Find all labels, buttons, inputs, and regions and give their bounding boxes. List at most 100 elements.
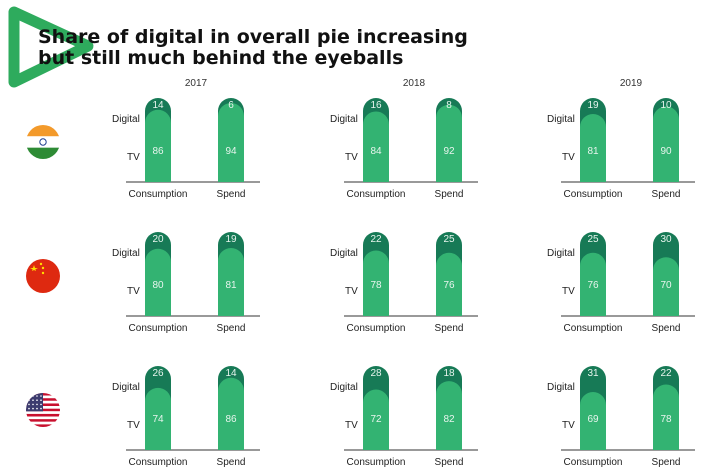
bar-tv: [653, 106, 679, 182]
data-label-tv: 78: [660, 414, 672, 425]
usa-stripe: [26, 413, 60, 417]
bar-tv: [436, 252, 462, 316]
category-label-spend: Spend: [217, 323, 246, 334]
bar-tv: [580, 113, 606, 182]
india-green-band: [26, 147, 60, 159]
usa-star: [32, 395, 34, 397]
segment-label-digital: Digital: [547, 248, 575, 259]
data-label-tv: 70: [660, 280, 672, 291]
bar-tv: [218, 103, 244, 182]
segment-label-tv: TV: [127, 286, 140, 297]
data-label-digital: 26: [152, 368, 164, 379]
year-label-2018: 2018: [403, 78, 426, 89]
usa-star: [36, 403, 38, 406]
data-label-tv: 80: [152, 280, 164, 291]
brand-logo-icon: [8, 6, 94, 88]
china-big-star: [30, 265, 38, 271]
bar-tv: [580, 252, 606, 316]
data-label-tv: 82: [443, 414, 455, 425]
bar-tv: [363, 389, 389, 450]
data-label-digital: 19: [225, 234, 237, 245]
category-label-spend: Spend: [652, 323, 681, 334]
china-red-field: [26, 259, 60, 293]
bar-tv: [145, 248, 171, 316]
data-label-digital: 28: [370, 368, 382, 379]
category-label-spend: Spend: [435, 457, 464, 468]
segment-label-digital: Digital: [547, 114, 575, 125]
category-label-consumption: Consumption: [129, 189, 188, 200]
data-label-digital: 8: [446, 100, 452, 111]
bar-tv: [580, 392, 606, 450]
usa-stripe: [26, 411, 60, 414]
china-flag-icon: [26, 259, 60, 293]
year-label-2019: 2019: [620, 78, 643, 89]
data-label-digital: 25: [587, 234, 599, 245]
segment-label-tv: TV: [345, 152, 358, 163]
china-flag-icon-body: [26, 259, 60, 293]
segment-label-tv: TV: [562, 286, 575, 297]
usa-star: [28, 399, 30, 402]
bar-tv: [145, 109, 171, 182]
usa-stripe: [26, 424, 60, 427]
usa-star: [28, 403, 30, 406]
data-label-digital: 19: [587, 100, 599, 111]
data-label-tv: 92: [443, 146, 455, 157]
china-small-star: [41, 266, 45, 270]
chart-title: Share of digital in overall pie increasi…: [38, 26, 468, 69]
data-label-tv: 81: [587, 146, 599, 157]
india-flag-icon: [26, 125, 60, 159]
segment-label-tv: TV: [345, 420, 358, 431]
segment-label-tv: TV: [127, 152, 140, 163]
category-label-consumption: Consumption: [347, 189, 406, 200]
category-label-spend: Spend: [435, 189, 464, 200]
usa-star: [40, 403, 42, 406]
category-label-consumption: Consumption: [564, 189, 623, 200]
segment-label-digital: Digital: [330, 114, 358, 125]
usa-star: [36, 407, 38, 410]
usa-stripe: [26, 416, 60, 420]
bar-tv: [436, 104, 462, 182]
data-label-tv: 74: [152, 414, 164, 425]
segment-label-digital: Digital: [112, 248, 140, 259]
segment-label-digital: Digital: [547, 382, 575, 393]
category-label-spend: Spend: [217, 457, 246, 468]
data-label-digital: 22: [370, 234, 382, 245]
data-label-tv: 90: [660, 146, 672, 157]
data-label-digital: 22: [660, 368, 672, 379]
data-label-digital: 20: [152, 234, 164, 245]
data-label-digital: 14: [152, 100, 164, 111]
category-label-consumption: Consumption: [564, 323, 623, 334]
usa-star: [36, 399, 38, 402]
china-small-star: [41, 271, 45, 275]
data-label-tv: 76: [443, 280, 455, 291]
bar-tv: [145, 387, 171, 450]
segment-label-digital: Digital: [330, 248, 358, 259]
india-chakra: [39, 138, 47, 146]
india-saffron-band: [26, 125, 60, 137]
category-label-spend: Spend: [652, 457, 681, 468]
usa-star: [32, 407, 34, 410]
bar-tv: [653, 384, 679, 450]
data-label-tv: 94: [225, 146, 237, 157]
segment-label-tv: TV: [562, 420, 575, 431]
data-label-digital: 10: [660, 100, 672, 111]
bar-tv: [363, 250, 389, 316]
data-label-tv: 84: [370, 146, 382, 157]
usa-flag-icon: [26, 393, 60, 427]
category-label-consumption: Consumption: [347, 457, 406, 468]
usa-flag-icon-body: [26, 393, 60, 427]
india-white-band: [26, 136, 60, 148]
category-label-spend: Spend: [435, 323, 464, 334]
data-label-digital: 31: [587, 368, 599, 379]
data-label-digital: 6: [228, 100, 234, 111]
data-label-tv: 86: [152, 146, 164, 157]
bar-tv: [363, 111, 389, 182]
year-label-2017: 2017: [185, 78, 208, 89]
segment-label-tv: TV: [127, 420, 140, 431]
india-flag-icon-body: [26, 125, 60, 159]
segment-label-tv: TV: [562, 152, 575, 163]
usa-star: [40, 399, 42, 402]
data-label-digital: 16: [370, 100, 382, 111]
data-label-tv: 86: [225, 414, 237, 425]
